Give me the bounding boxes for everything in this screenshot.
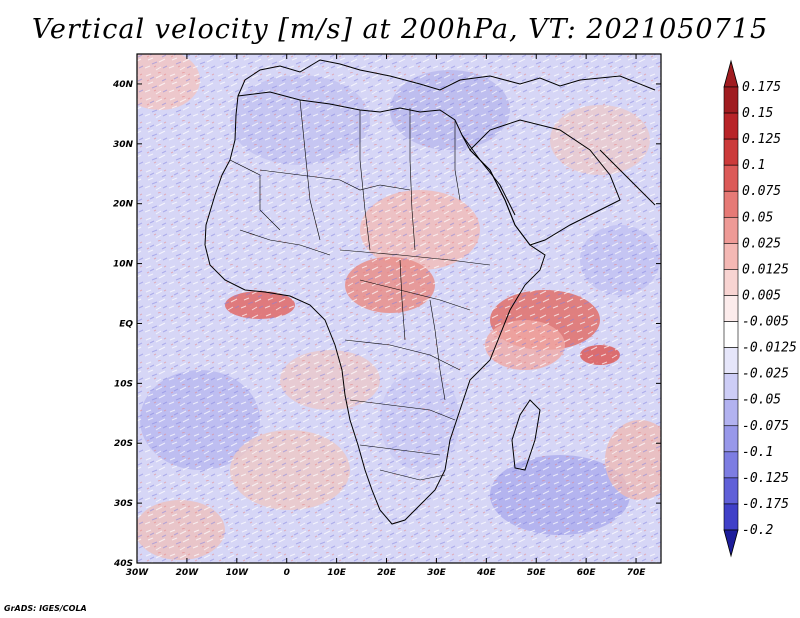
- country-borders: [229, 99, 491, 481]
- lat-tick-label: 40N: [112, 80, 134, 90]
- colorbar-swatch: [723, 112, 739, 140]
- colorbar-swatch: [723, 138, 739, 166]
- colorbar-label: -0.005: [742, 315, 789, 330]
- colorbar-label: -0.025: [742, 367, 789, 382]
- lat-tick-label: 30S: [114, 499, 133, 509]
- colorbar-swatch: [723, 425, 739, 453]
- coastlines: [204, 59, 656, 525]
- colorbar-label: -0.05: [742, 393, 781, 408]
- colorbar-swatch: [723, 243, 739, 270]
- colorbar-swatch: [723, 399, 739, 427]
- colorbar-label: 0.0125: [742, 262, 789, 277]
- colorbar-swatch: [723, 373, 739, 401]
- colorbar: 0.175 0.15 0.125 0.1 0.075 0.05 0.025 0.0125 0.0…: [723, 59, 797, 558]
- colorbar-label: -0.1: [742, 445, 773, 460]
- colorbar-label: 0.1: [742, 158, 765, 173]
- colorbar-label: 0.005: [742, 288, 781, 303]
- colorbar-top-arrow: [723, 59, 739, 88]
- colorbar-swatch: [723, 269, 739, 296]
- lon-tick-label: 10E: [327, 568, 347, 578]
- lat-tick-label: EQ: [119, 319, 133, 329]
- colorbar-label: -0.175: [742, 497, 789, 512]
- colorbar-swatch: [723, 347, 739, 374]
- colorbar-label: 0.075: [742, 184, 781, 199]
- plot-title: Vertical velocity [m/s] at 200hPa, VT: 2…: [31, 14, 769, 45]
- colorbar-swatch: [723, 477, 739, 505]
- lon-tick-label: 10W: [226, 568, 250, 578]
- colorbar-label: 0.175: [742, 80, 781, 95]
- colorbar-swatch: [723, 451, 739, 479]
- colorbar-label: -0.0125: [742, 341, 797, 356]
- lon-tick-label: 30E: [427, 568, 447, 578]
- lat-tick-label: 20N: [113, 200, 134, 210]
- footer-credit: GrADS: IGES/COLA: [4, 604, 87, 613]
- lat-tick-label: 10N: [113, 260, 134, 270]
- latitude-axis: 40N 30N 20N 10N EQ 10S 20S 30S 40S: [112, 80, 661, 569]
- lat-tick-label: 10S: [114, 379, 133, 389]
- colorbar-label: -0.2: [742, 523, 773, 538]
- lat-tick-label: 40S: [113, 559, 133, 569]
- colorbar-label: 0.025: [742, 236, 781, 251]
- lon-tick-label: 0: [284, 568, 290, 578]
- lon-tick-label: 20E: [377, 568, 397, 578]
- colorbar-swatch: [723, 164, 739, 192]
- lon-tick-label: 40E: [476, 568, 497, 578]
- colorbar-label: 0.05: [742, 210, 773, 225]
- vertical-velocity-field: [137, 54, 661, 563]
- colorbar-swatch: [723, 321, 739, 348]
- lon-tick-label: 70E: [627, 568, 647, 578]
- plot-frame: [136, 53, 662, 564]
- longitude-axis: 30W 20W 10W 0 10E 20E 30E 40E 50E 60E 70E: [126, 54, 646, 578]
- lat-tick-label: 20S: [114, 439, 133, 449]
- lon-tick-label: 30W: [126, 568, 150, 578]
- lon-tick-label: 50E: [527, 568, 547, 578]
- colorbar-swatch: [723, 216, 739, 244]
- colorbar-label: 0.125: [742, 132, 781, 147]
- colorbar-bottom-arrow: [723, 529, 739, 558]
- lat-tick-label: 30N: [113, 140, 134, 150]
- colorbar-label: -0.075: [742, 419, 789, 434]
- colorbar-label: 0.15: [742, 106, 773, 121]
- colorbar-swatch: [723, 295, 739, 322]
- colorbar-swatch: [723, 190, 739, 218]
- lon-tick-label: 20W: [176, 568, 200, 578]
- colorbar-label: -0.125: [742, 471, 789, 486]
- colorbar-swatch: [723, 86, 739, 114]
- colorbar-swatch: [723, 503, 739, 531]
- lon-tick-label: 60E: [577, 568, 597, 578]
